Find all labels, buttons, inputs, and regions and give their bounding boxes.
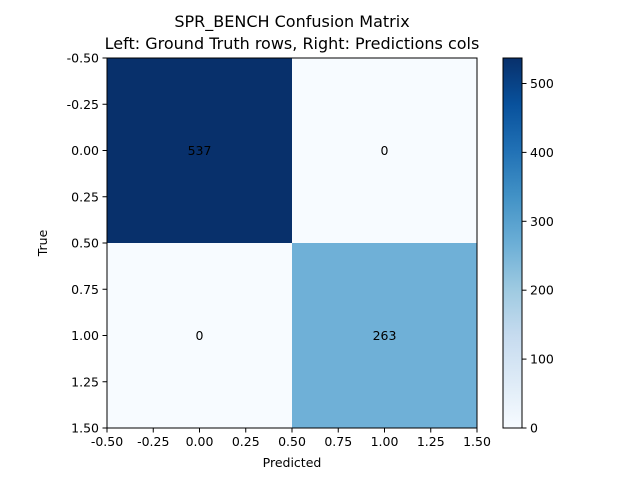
- x-tick-label: 0.50: [278, 434, 306, 449]
- y-tick-label: 0.75: [71, 282, 99, 297]
- colorbar-tick-label: 100: [530, 352, 554, 367]
- colorbar-tick-label: 300: [530, 214, 554, 229]
- cell-value-1-1: 263: [373, 328, 397, 343]
- y-tick-label: 1.00: [71, 328, 99, 343]
- x-tick-label: 1.25: [417, 434, 445, 449]
- y-tick-label: 0.00: [71, 143, 99, 158]
- x-axis-label: Predicted: [263, 455, 322, 470]
- cell-value-1-0: 0: [196, 328, 204, 343]
- colorbar-tick-label: 400: [530, 145, 554, 160]
- x-tick-label: 0.25: [232, 434, 260, 449]
- x-tick-label: 0.00: [186, 434, 214, 449]
- x-tick-label: -0.25: [137, 434, 169, 449]
- x-tick-label: -0.50: [91, 434, 123, 449]
- y-tick-label: 1.25: [71, 374, 99, 389]
- x-axis-ticks: -0.50 -0.25 0.00 0.25 0.50 0.75 1.00 1.25 1.50: [91, 428, 491, 449]
- y-tick-label: 1.50: [71, 421, 99, 436]
- colorbar: [502, 57, 523, 429]
- x-tick-label: 1.00: [371, 434, 399, 449]
- y-tick-label: -0.50: [67, 51, 99, 66]
- colorbar-tick-label: 500: [530, 76, 554, 91]
- heatmap-cell-0-1: [292, 58, 477, 243]
- y-axis-ticks: -0.50 -0.25 0.00 0.25 0.50 0.75 1.00 1.25 1.50: [67, 51, 107, 436]
- chart-title: SPR_BENCH Confusion Matrix: [174, 12, 409, 32]
- y-axis-label: True: [35, 229, 50, 257]
- heatmap-cell-1-0: [107, 243, 292, 428]
- y-tick-label: 0.50: [71, 236, 99, 251]
- heatmap-cell-labels: 537 0 0 263: [188, 143, 397, 343]
- chart-subtitle: Left: Ground Truth rows, Right: Predicti…: [105, 34, 480, 53]
- cell-value-0-0: 537: [188, 143, 212, 158]
- y-tick-label: 0.25: [71, 189, 99, 204]
- heatmap-cell-1-1: [292, 243, 477, 428]
- heatmap-cells: [107, 58, 477, 428]
- colorbar-ticks: 0 100 200 300 400 500: [522, 76, 554, 436]
- cell-value-0-1: 0: [381, 143, 389, 158]
- y-tick-label: -0.25: [67, 97, 99, 112]
- colorbar-tick-label: 0: [530, 421, 538, 436]
- colorbar-tick-label: 200: [530, 283, 554, 298]
- x-tick-label: 1.50: [463, 434, 491, 449]
- heatmap-cell-0-0: [107, 58, 292, 243]
- x-tick-label: 0.75: [324, 434, 352, 449]
